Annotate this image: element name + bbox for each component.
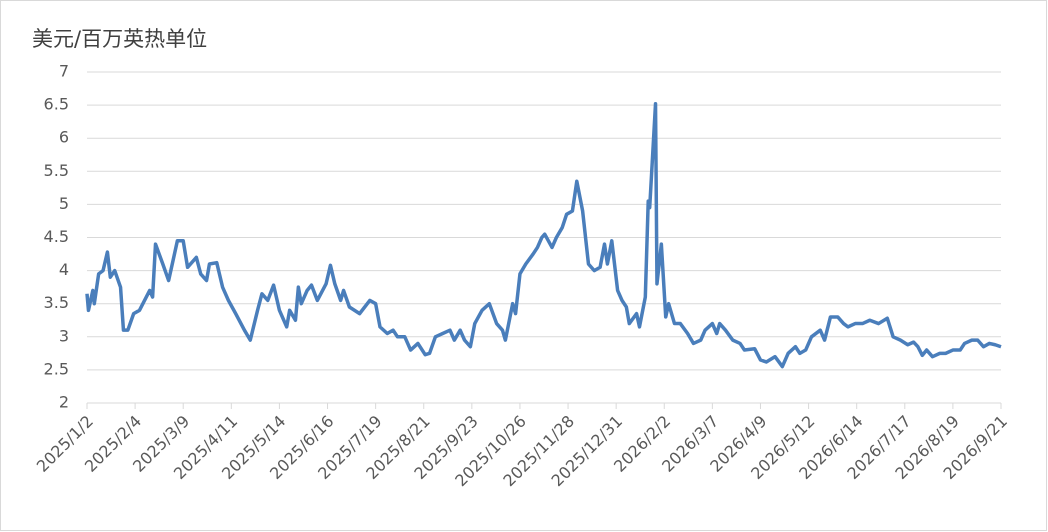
- y-tick-label: 3: [59, 326, 69, 345]
- y-tick-label: 7: [59, 62, 69, 81]
- data-line: [85, 102, 1002, 369]
- y-tick-label: 5.5: [44, 161, 69, 180]
- y-tick-label: 4.5: [44, 227, 69, 246]
- y-tick-label: 4: [59, 260, 69, 279]
- y-tick-label: 5: [59, 194, 69, 213]
- y-tick-label: 6: [59, 128, 69, 147]
- y-axis-label: 美元/百万英热单位: [32, 27, 207, 51]
- y-tick-label: 2.5: [44, 359, 69, 378]
- y-tick-label: 6.5: [44, 95, 69, 114]
- y-tick-label: 2: [59, 393, 69, 412]
- y-tick-label: 3.5: [44, 293, 69, 312]
